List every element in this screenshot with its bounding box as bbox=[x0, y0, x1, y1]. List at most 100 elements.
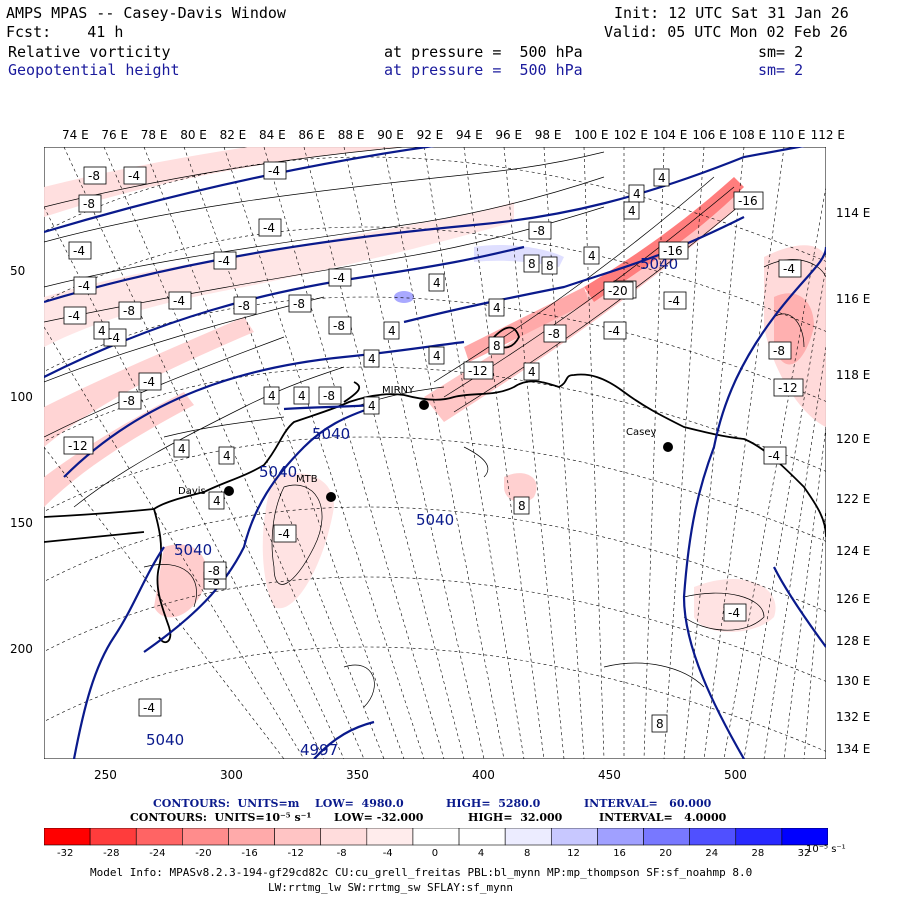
svg-text:4: 4 bbox=[368, 399, 376, 413]
vorticity-value-label: 4 bbox=[583, 246, 600, 265]
vorticity-value-label: 4 bbox=[263, 386, 280, 405]
svg-text:4: 4 bbox=[178, 442, 186, 456]
station-markers bbox=[224, 400, 673, 502]
vorticity-value-label: -4 bbox=[68, 241, 92, 260]
right-longitude-label: 122 E bbox=[836, 492, 871, 506]
svg-text:-4: -4 bbox=[68, 309, 80, 323]
svg-text:-4: -4 bbox=[268, 164, 280, 178]
top-longitude-label: 100 E bbox=[574, 128, 609, 142]
vort-contour-interval: INTERVAL= 4.0000 bbox=[599, 811, 727, 824]
svg-text:-4: -4 bbox=[218, 254, 230, 268]
svg-text:8: 8 bbox=[493, 339, 501, 353]
svg-text:-8: -8 bbox=[123, 394, 135, 408]
vorticity-value-label: -20 bbox=[603, 281, 634, 300]
vorticity-value-label: -4 bbox=[63, 306, 87, 325]
svg-text:8: 8 bbox=[546, 259, 554, 273]
left-tick-label: 100 bbox=[10, 390, 33, 404]
colorbar-swatch bbox=[550, 828, 598, 846]
station-casey-label: Casey bbox=[626, 427, 656, 438]
vorticity-value-label: -4 bbox=[138, 372, 162, 391]
svg-text:4: 4 bbox=[268, 389, 276, 403]
colorbar-label: -32 bbox=[57, 848, 74, 859]
field2-smoothing: sm= 2 bbox=[758, 61, 804, 79]
height-contour-interval: INTERVAL= 60.000 bbox=[584, 797, 712, 810]
vorticity-value-label: -8 bbox=[118, 391, 142, 410]
colorbar-swatch bbox=[689, 828, 737, 846]
svg-text:-8: -8 bbox=[333, 319, 345, 333]
svg-text:4: 4 bbox=[368, 352, 376, 366]
colorbar-label: -16 bbox=[241, 848, 258, 859]
svg-text:4: 4 bbox=[658, 171, 666, 185]
vort-contour-low: LOW= -32.000 bbox=[334, 811, 424, 824]
right-longitude-label: 130 E bbox=[836, 674, 871, 688]
colorbar-swatch bbox=[89, 828, 137, 846]
height-label: 5040 bbox=[416, 511, 454, 529]
right-longitude-label: 116 E bbox=[836, 292, 871, 306]
vorticity-value-label: -12 bbox=[63, 436, 94, 455]
vorticity-value-label: -4 bbox=[663, 291, 687, 310]
colorbar-swatch bbox=[228, 828, 275, 846]
colorbar-swatch bbox=[458, 828, 506, 846]
height-contour-high: HIGH= 5280.0 bbox=[446, 797, 541, 810]
vorticity-value-label: -4 bbox=[258, 218, 282, 237]
bottom-tick-label: 250 bbox=[94, 768, 117, 782]
colorbar-label: -28 bbox=[103, 848, 120, 859]
vorticity-value-label: 4 bbox=[208, 491, 225, 510]
svg-text:-4: -4 bbox=[173, 294, 185, 308]
svg-text:-8: -8 bbox=[773, 344, 785, 358]
right-longitude-label: 134 E bbox=[836, 742, 871, 756]
colorbar bbox=[44, 828, 828, 846]
vorticity-value-label: -12 bbox=[463, 361, 494, 380]
colorbar-label: 12 bbox=[567, 848, 580, 859]
colorbar-swatch bbox=[412, 828, 460, 846]
colorbar-label: 8 bbox=[524, 848, 531, 859]
left-tick-label: 150 bbox=[10, 516, 33, 530]
top-longitude-label: 88 E bbox=[337, 128, 365, 142]
vorticity-value-label: 4 bbox=[428, 346, 445, 365]
svg-text:-12: -12 bbox=[468, 364, 488, 378]
vorticity-value-label: -8 bbox=[288, 294, 312, 313]
station-mirny-label: MIRNY bbox=[382, 385, 415, 396]
top-longitude-label: 80 E bbox=[180, 128, 207, 142]
vorticity-value-label: -4 bbox=[123, 166, 147, 185]
vorticity-value-label: -8 bbox=[543, 324, 567, 343]
height-label: 5040 bbox=[146, 731, 184, 749]
top-longitude-label: 98 E bbox=[534, 128, 562, 142]
colorbar-label: 20 bbox=[659, 848, 673, 859]
model-info-line1: Model Info: MPASv8.2.3-194-gf29cd82c CU:… bbox=[90, 866, 753, 879]
svg-text:4: 4 bbox=[528, 365, 536, 379]
svg-text:-4: -4 bbox=[143, 375, 155, 389]
top-longitude-label: 78 E bbox=[140, 128, 168, 142]
station-davis-marker bbox=[224, 486, 234, 496]
colorbar-label: -24 bbox=[149, 848, 166, 859]
svg-text:-4: -4 bbox=[668, 294, 680, 308]
svg-text:-8: -8 bbox=[238, 299, 250, 313]
svg-text:-4: -4 bbox=[728, 606, 740, 620]
colorbar-swatch bbox=[781, 828, 828, 846]
colorbar-swatch bbox=[735, 828, 783, 846]
station-davis-label: Davis bbox=[178, 486, 206, 497]
height-label: 4997 bbox=[300, 741, 338, 759]
vorticity-value-label: -8 bbox=[768, 341, 792, 360]
svg-text:-8: -8 bbox=[83, 197, 95, 211]
colorbar-label: -4 bbox=[382, 848, 393, 859]
svg-text:-16: -16 bbox=[663, 244, 683, 258]
colorbar-swatch bbox=[366, 828, 414, 846]
colorbar-label: 4 bbox=[477, 848, 485, 859]
bottom-tick-label: 400 bbox=[472, 768, 495, 782]
right-longitude-label: 126 E bbox=[836, 592, 871, 606]
valid-time: Valid: 05 UTC Mon 02 Feb 26 bbox=[604, 23, 848, 41]
svg-text:-8: -8 bbox=[208, 564, 220, 578]
colorbar-swatch bbox=[643, 828, 690, 846]
height-labels: 5040 5040 5040 5040 5040 5040 4997 bbox=[146, 255, 678, 759]
vorticity-value-label: 8 bbox=[651, 714, 668, 733]
model-info-line2: LW:rrtmg_lw SW:rrtmg_sw SFLAY:sf_mynn bbox=[268, 881, 514, 894]
vorticity-value-label: -4 bbox=[763, 446, 787, 465]
vorticity-value-label: 4 bbox=[93, 321, 110, 340]
right-longitude-label: 118 E bbox=[836, 368, 871, 382]
station-mirny-marker bbox=[419, 400, 429, 410]
vorticity-value-label: -4 bbox=[328, 268, 352, 287]
colorbar-swatch bbox=[597, 828, 644, 846]
colorbar-label: -8 bbox=[336, 848, 347, 859]
vorticity-value-label: -4 bbox=[213, 251, 237, 270]
